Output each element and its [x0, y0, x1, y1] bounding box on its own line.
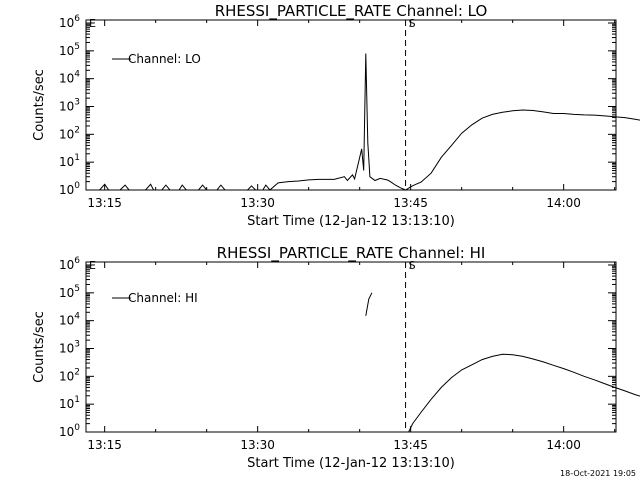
y-tick-label: 103: [59, 340, 80, 356]
legend-entry: Channel: LO: [128, 52, 201, 66]
x-tick-label: 13:45: [393, 196, 428, 210]
y-tick-label: 102: [59, 125, 80, 141]
legend: Channel: HI: [112, 291, 198, 305]
y-tick-label: 100: [59, 181, 80, 197]
y-tick-label: 102: [59, 367, 80, 383]
event-marker-label: S: [409, 259, 416, 272]
y-tick-label: 100: [59, 423, 80, 439]
chart-title: RHESSI_PARTICLE_RATE Channel: HI: [217, 244, 486, 263]
event-marker-label: E: [89, 259, 96, 272]
legend: Channel: LO: [112, 52, 201, 66]
event-marker-label: S: [409, 17, 416, 30]
x-tick-label: 13:15: [87, 438, 122, 452]
series-line: [365, 292, 373, 316]
y-axis-label: Counts/sec: [32, 311, 47, 383]
legend-entry: Channel: HI: [128, 291, 198, 305]
event-marker-label: E: [89, 17, 96, 30]
y-tick-label: 103: [59, 98, 80, 114]
y-tick-label: 104: [59, 312, 80, 328]
series-line: [408, 353, 640, 433]
plot-frame: [85, 261, 617, 433]
y-tick-label: 106: [59, 14, 80, 30]
generated-timestamp: 18-Oct-2021 19:05: [560, 469, 636, 478]
y-axis-label: Counts/sec: [32, 69, 47, 141]
x-tick-label: 13:30: [240, 196, 275, 210]
x-axis-label: Start Time (12-Jan-12 13:13:10): [247, 456, 455, 471]
x-tick-label: 13:30: [240, 438, 275, 452]
x-tick-label: 14:00: [546, 196, 581, 210]
y-tick-label: 101: [59, 153, 80, 169]
y-tick-label: 105: [59, 42, 80, 58]
panel-hi: RHESSI_PARTICLE_RATE Channel: HI Start T…: [32, 244, 640, 471]
series-line: [89, 53, 640, 191]
y-tick-label: 105: [59, 284, 80, 300]
x-tick-label: 13:45: [393, 438, 428, 452]
y-tick-label: 106: [59, 256, 80, 272]
panel-lo: RHESSI_PARTICLE_RATE Channel: LO Start T…: [32, 2, 640, 229]
x-axis-label: Start Time (12-Jan-12 13:13:10): [247, 214, 455, 229]
x-tick-label: 13:15: [87, 196, 122, 210]
x-tick-label: 14:00: [546, 438, 581, 452]
y-tick-label: 104: [59, 70, 80, 86]
y-tick-label: 101: [59, 395, 80, 411]
plot-frame: [85, 19, 617, 191]
chart-title: RHESSI_PARTICLE_RATE Channel: LO: [215, 2, 488, 21]
